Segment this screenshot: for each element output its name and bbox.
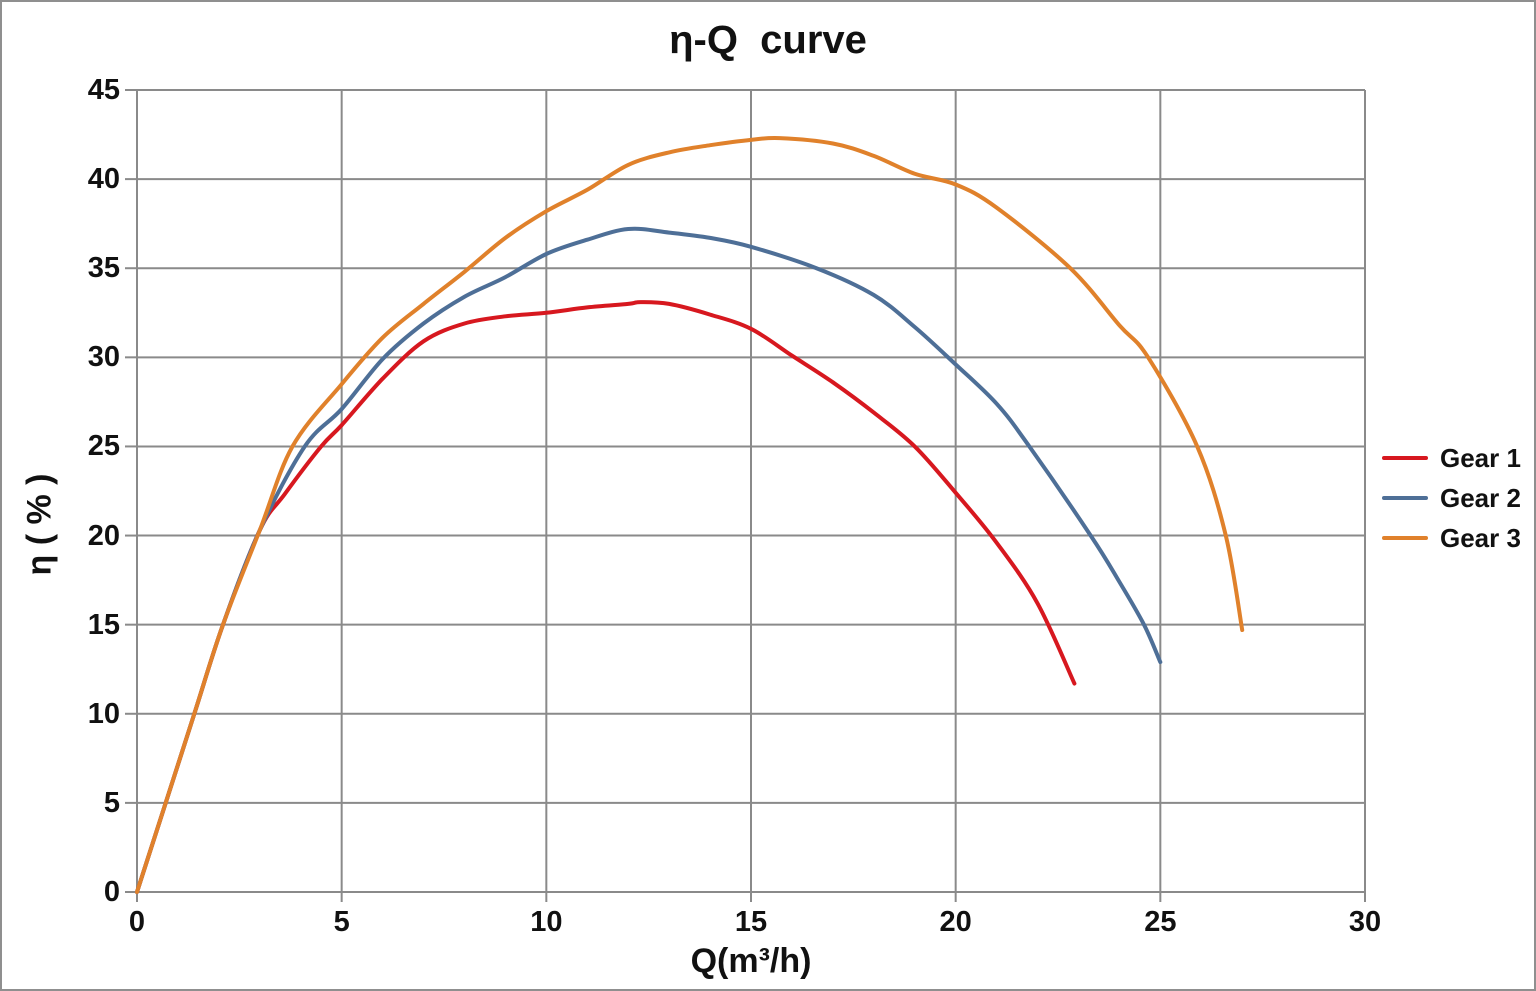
y-tick-label: 5 — [103, 786, 120, 819]
x-axis-title: Q(m³/h) — [690, 942, 812, 980]
legend-line-swatch — [1382, 536, 1428, 540]
x-tick-label: 0 — [128, 906, 146, 938]
x-tick-label: 15 — [734, 906, 768, 938]
y-tick-label: 35 — [87, 252, 120, 285]
series-line-gear-3 — [135, 135, 1245, 894]
series-line-gear-2 — [135, 226, 1163, 894]
legend-label: Gear 3 — [1440, 522, 1521, 553]
x-tick-label: 30 — [1348, 906, 1382, 938]
y-tick-label: 10 — [87, 697, 120, 730]
y-tick-label: 30 — [87, 341, 120, 374]
x-tick-label: 5 — [333, 906, 350, 938]
y-tick-label: 20 — [87, 519, 120, 552]
x-tick-label: 25 — [1144, 906, 1177, 938]
legend-label: Gear 2 — [1440, 482, 1521, 513]
y-tick-label: 25 — [87, 430, 120, 463]
legend-item-gear-1: Gear 1 — [1382, 438, 1521, 478]
y-tick-label: 40 — [87, 163, 120, 196]
legend-line-swatch — [1382, 496, 1428, 500]
y-tick-label: 15 — [87, 608, 120, 641]
x-tick-label: 10 — [530, 906, 563, 938]
legend-item-gear-2: Gear 2 — [1382, 478, 1521, 518]
legend: Gear 1 Gear 2 Gear 3 — [1382, 438, 1521, 558]
legend-label: Gear 1 — [1440, 442, 1521, 473]
chart-title: η-Q curve — [669, 18, 867, 62]
legend-item-gear-3: Gear 3 — [1382, 518, 1521, 558]
legend-line-swatch — [1382, 456, 1428, 460]
y-tick-label: 0 — [103, 876, 120, 908]
x-tick-label: 20 — [939, 906, 972, 938]
y-tick-label: 45 — [87, 74, 120, 106]
